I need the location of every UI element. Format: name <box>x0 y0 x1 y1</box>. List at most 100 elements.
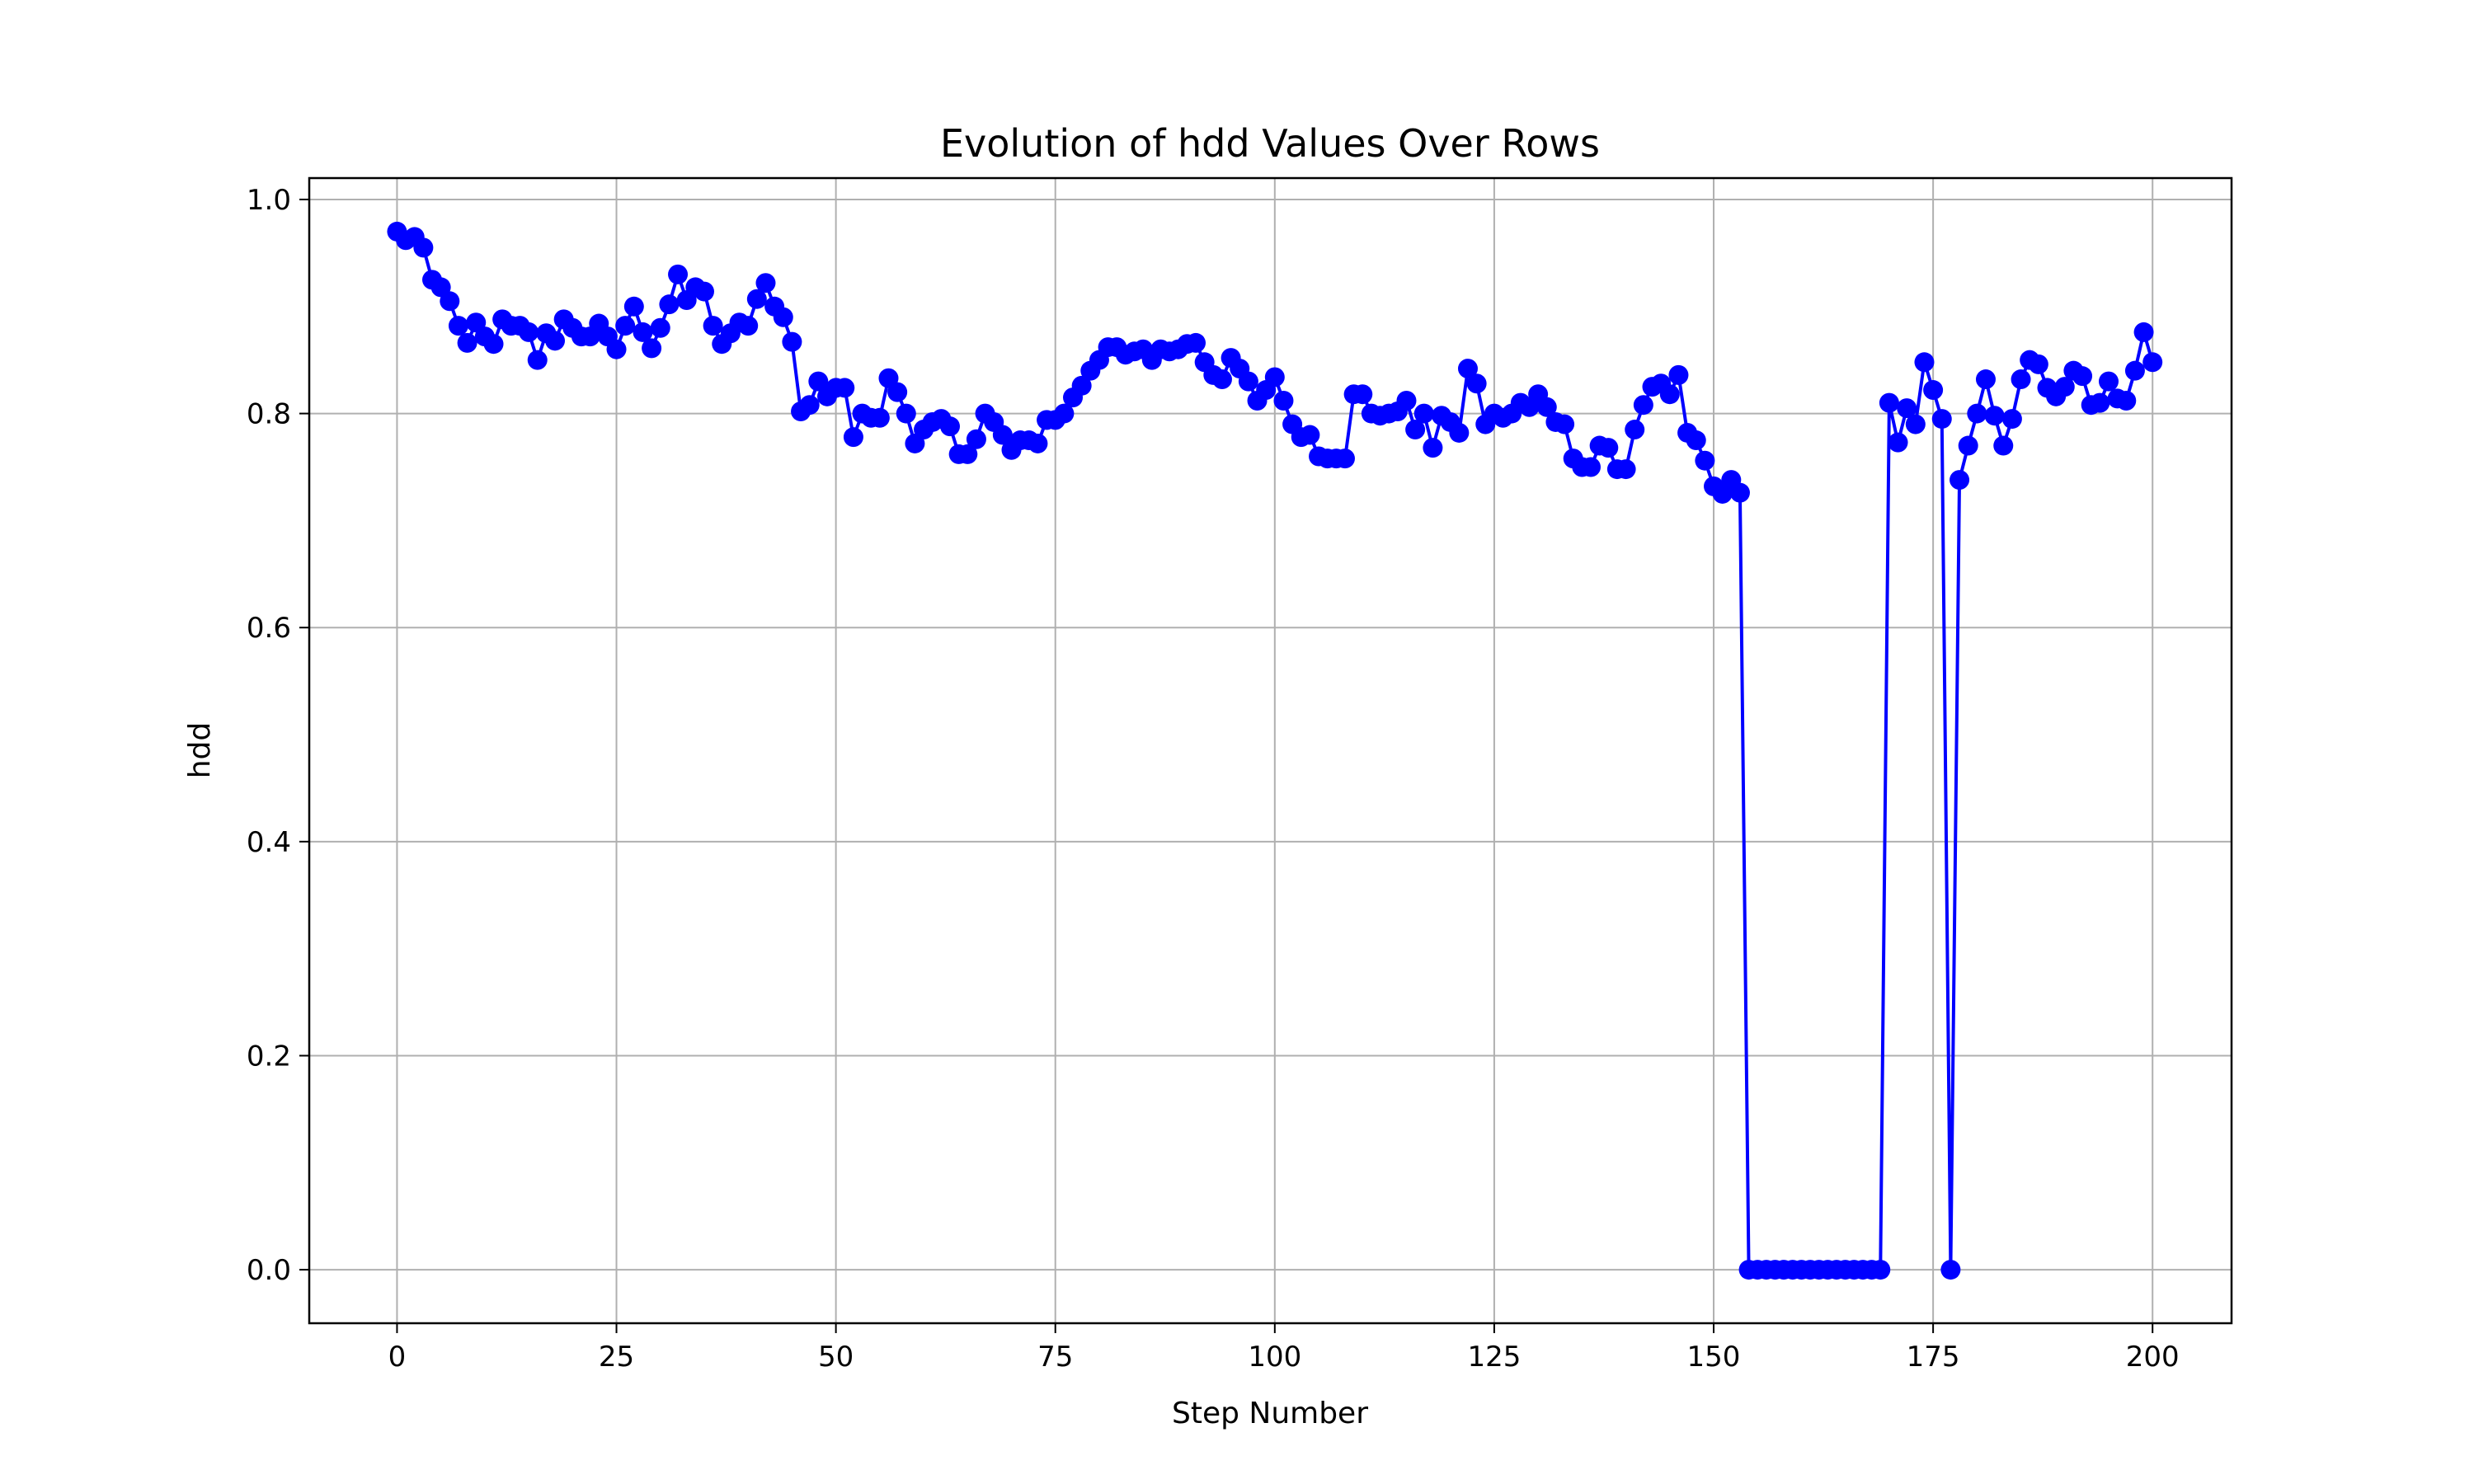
data-point <box>799 395 820 416</box>
data-point <box>808 371 829 392</box>
data-point <box>483 334 504 355</box>
data-point <box>1616 459 1636 480</box>
data-point <box>1729 482 1750 503</box>
data-point <box>2054 377 2075 397</box>
series-markers <box>387 221 2163 1280</box>
data-point <box>1993 435 2014 456</box>
y-tick-label: 0.4 <box>247 826 291 859</box>
data-point <box>1668 364 1689 385</box>
data-point <box>1536 397 1557 417</box>
data-point <box>2001 409 2022 430</box>
data-point <box>527 350 548 370</box>
data-point <box>2116 391 2137 411</box>
data-point <box>694 281 714 302</box>
data-point <box>659 294 680 315</box>
data-point <box>448 316 468 336</box>
data-point <box>1264 367 1285 387</box>
data-point <box>746 289 767 309</box>
x-tick-label: 50 <box>818 1341 854 1374</box>
data-point <box>1186 332 1206 353</box>
x-tick-label: 175 <box>1907 1341 1960 1374</box>
y-tick-label: 0.0 <box>247 1254 291 1287</box>
y-tick-label: 0.2 <box>247 1040 291 1073</box>
data-point <box>1958 435 1978 456</box>
x-tick-label: 100 <box>1248 1341 1301 1374</box>
data-point <box>519 322 539 342</box>
data-point <box>1028 433 1048 453</box>
y-tick-label: 1.0 <box>247 184 291 217</box>
data-point <box>1071 375 1092 396</box>
chart-title: Evolution of hdd Values Over Rows <box>940 121 1600 166</box>
data-point <box>606 339 627 359</box>
data-point <box>1352 384 1373 405</box>
data-point <box>1686 430 1706 451</box>
data-point <box>1334 448 1355 469</box>
y-axis-label: hdd <box>183 722 217 779</box>
data-point <box>703 316 723 336</box>
data-point <box>1581 457 1601 477</box>
x-axis-label: Step Number <box>1172 1397 1368 1430</box>
data-point <box>843 427 863 448</box>
data-point <box>440 291 460 312</box>
data-point <box>1984 406 2005 426</box>
data-point <box>1625 420 1645 440</box>
data-point <box>782 331 802 352</box>
data-point <box>1598 438 1619 458</box>
data-point <box>545 331 566 351</box>
data-point <box>887 382 908 402</box>
data-point <box>1695 450 1715 471</box>
plot-frame <box>308 176 2233 1325</box>
data-point <box>835 378 855 398</box>
data-point <box>1975 369 1996 390</box>
data-point <box>650 317 670 338</box>
data-point <box>2028 354 2048 374</box>
data-point <box>896 403 916 424</box>
data-point <box>1914 352 1935 373</box>
data-point <box>957 444 978 464</box>
x-tick-label: 0 <box>388 1341 407 1374</box>
data-point <box>1870 1260 1891 1280</box>
data-point <box>1897 398 1917 419</box>
x-tick-label: 150 <box>1687 1341 1741 1374</box>
data-point <box>1457 359 1478 379</box>
data-point <box>1888 432 1908 453</box>
data-point <box>1449 422 1470 443</box>
x-tick-label: 200 <box>2126 1341 2180 1374</box>
data-point <box>1413 403 1434 424</box>
data-point <box>642 338 662 359</box>
data-point <box>773 307 793 327</box>
y-tick-label: 0.8 <box>247 398 291 431</box>
data-point <box>1423 438 1443 458</box>
data-point <box>2124 360 2145 381</box>
data-point <box>1396 391 1417 411</box>
axis-ticks: 0 25 50 75 100 125 150 175 200 0.0 0.2 0.4 0.6 0.8 1.0 <box>247 184 2180 1374</box>
data-point <box>1554 414 1575 434</box>
data-point <box>1405 420 1426 440</box>
data-point <box>1211 369 1232 390</box>
y-tick-label: 0.6 <box>247 612 291 645</box>
data-point <box>1940 1260 1961 1280</box>
data-point <box>869 407 890 428</box>
data-point <box>2072 366 2093 387</box>
data-point <box>623 296 644 317</box>
data-point <box>1054 403 1075 424</box>
data-point <box>1633 395 1653 416</box>
x-tick-label: 25 <box>599 1341 634 1374</box>
data-point <box>1967 403 1987 424</box>
data-point <box>738 316 759 336</box>
data-point <box>2098 371 2119 392</box>
data-point <box>966 429 986 449</box>
data-point <box>2142 352 2163 373</box>
data-point <box>2090 392 2110 413</box>
data-point <box>1905 414 1926 434</box>
data-point <box>2011 369 2031 390</box>
data-point <box>940 416 960 437</box>
data-point <box>1931 409 1952 430</box>
data-point <box>1659 384 1680 405</box>
data-point <box>1950 470 1970 491</box>
data-point <box>633 322 653 342</box>
data-point <box>457 332 477 353</box>
data-point <box>992 425 1013 445</box>
data-point <box>668 264 689 284</box>
